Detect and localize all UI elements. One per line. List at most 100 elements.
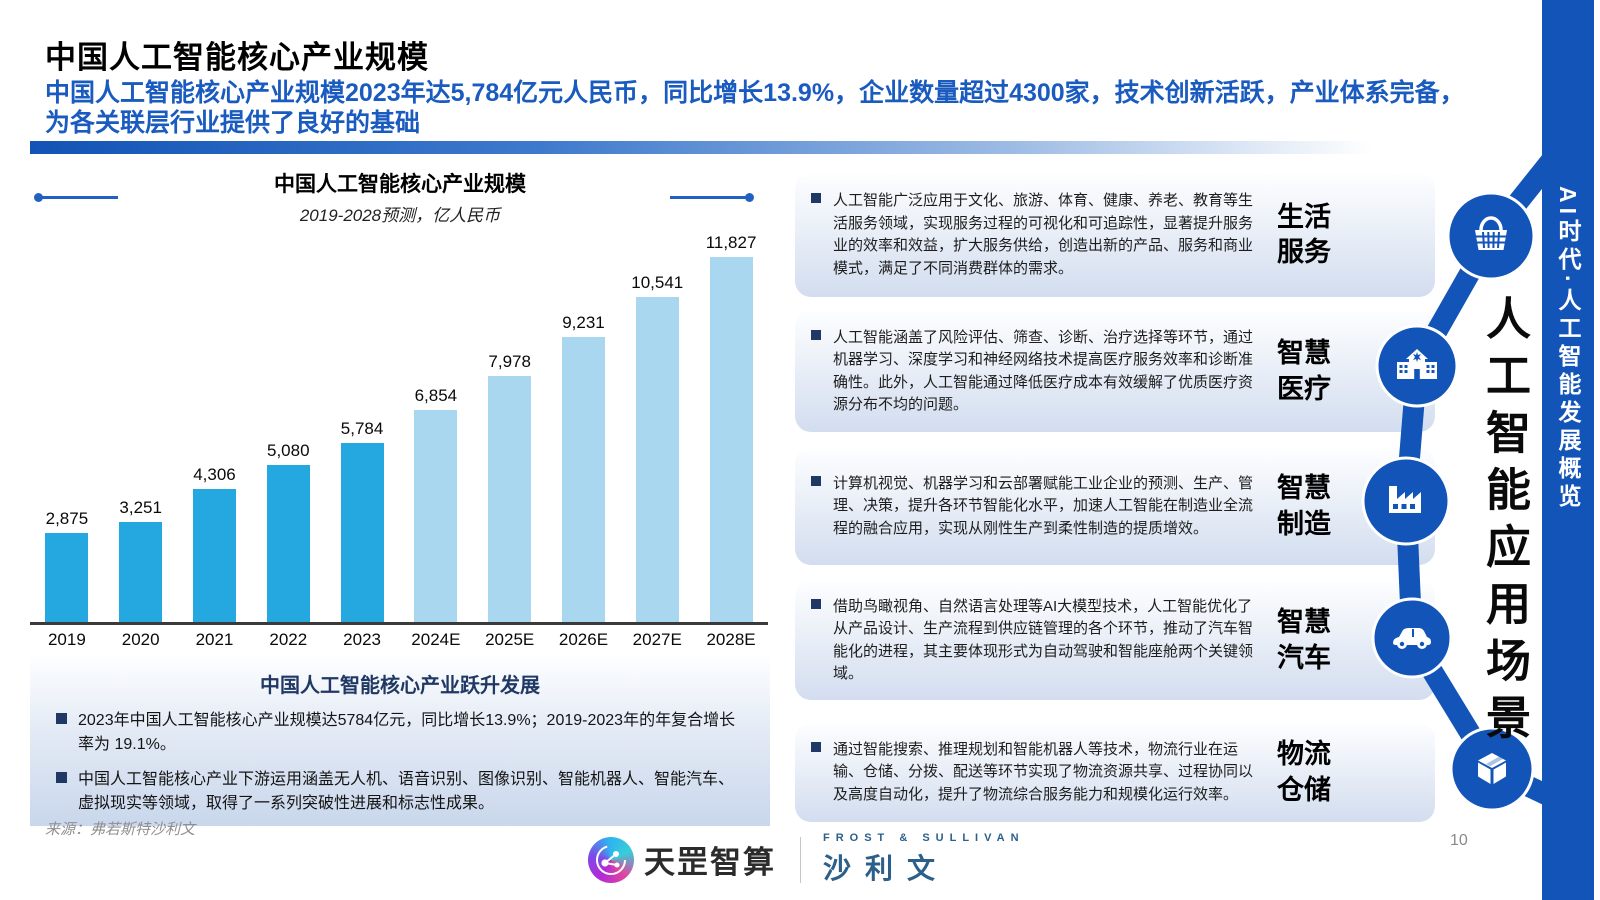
frost-cn-text: 沙利文 <box>823 853 950 884</box>
header-divider <box>30 141 1475 154</box>
app-block: 人工智能广泛应用于文化、旅游、体育、健康、养老、教育等生活服务领域，实现服务过程… <box>795 173 1435 297</box>
flourish-dot-icon <box>34 193 43 202</box>
bullet-square-icon <box>811 329 821 340</box>
app-block-text: 人工智能涵盖了风险评估、筛查、诊断、治疗选择等环节，通过机器学习、深度学习和神经… <box>833 328 1254 414</box>
bar <box>266 465 310 622</box>
app-block: 人工智能涵盖了风险评估、筛查、诊断、治疗选择等环节，通过机器学习、深度学习和神经… <box>795 311 1435 432</box>
flourish-line <box>670 196 748 199</box>
highlight-bullet-text: 2023年中国人工智能核心产业规模达5784亿元，同比增长13.9%；2019-… <box>78 712 736 753</box>
bar-value-label: 2,875 <box>45 509 89 528</box>
app-block: 通过智能搜索、推理规划和智能机器人等技术，物流行业在运输、仓储、分拨、配送等环节… <box>795 723 1435 822</box>
year-label: 2026E <box>558 630 609 649</box>
page-subtitle: 中国人工智能核心产业规模2023年达5,784亿元人民币，同比增长13.9%，企… <box>45 79 1465 137</box>
bar <box>340 443 384 622</box>
vertical-title: 人工智能应用场景 <box>1479 295 1530 751</box>
app-block-text: 借助鸟瞰视角、自然语言处理等AI大模型技术，人工智能优化了从产品设计、生产流程到… <box>833 597 1254 683</box>
app-block-text: 通过智能搜索、推理规划和智能机器人等技术，物流行业在运输、仓储、分拨、配送等环节… <box>833 740 1254 803</box>
title-flourish-left <box>34 193 124 202</box>
bar-slot: 6,854 <box>404 386 468 622</box>
app-block-label: 智慧汽车 <box>1277 607 1331 673</box>
x-axis-labels: 2019 2020 2021 2022 2023 2024E 2025E 2026E 2027E… <box>30 630 768 650</box>
scenario-node-logistics <box>1449 726 1535 812</box>
bullet-square-icon <box>811 475 821 486</box>
bar-value-label: 11,827 <box>705 233 757 252</box>
scenario-node-medical <box>1375 324 1459 408</box>
scenario-path <box>1361 0 1594 900</box>
bar-slot: 11,827 <box>699 233 763 622</box>
footer-logos: 天罡智算 FROST & SULLIVAN 沙利文 <box>588 832 1025 887</box>
app-block-label: 智慧制造 <box>1277 473 1331 539</box>
bar-value-label: 10,541 <box>631 273 684 292</box>
page-number: 10 <box>1450 832 1468 849</box>
bar-value-label: 5,784 <box>340 419 384 438</box>
source-note: 来源：弗若斯特沙利文 <box>45 821 196 838</box>
year-label: 2025E <box>485 630 535 649</box>
highlight-bullet-text: 中国人工智能核心产业下游运用涵盖无人机、语音识别、图像识别、智能机器人、智能汽车… <box>78 771 735 812</box>
bar-value-label: 4,306 <box>193 465 236 484</box>
app-block: 计算机视觉、机器学习和云部署赋能工业企业的预测、生产、管理、决策，提升各环节智能… <box>795 448 1435 565</box>
app-block: 借助鸟瞰视角、自然语言处理等AI大模型技术，人工智能优化了从产品设计、生产流程到… <box>795 581 1435 700</box>
scenario-node-life <box>1446 191 1536 281</box>
bar-value-label: 5,080 <box>267 441 310 460</box>
year-label: 2028E <box>706 630 756 649</box>
bar-slot: 10,541 <box>625 273 689 622</box>
app-block-text: 人工智能广泛应用于文化、旅游、体育、健康、养老、教育等生活服务领域，实现服务过程… <box>833 192 1254 277</box>
bar <box>561 337 605 622</box>
bar-slot: 2,875 <box>35 509 99 622</box>
bar-value-label: 6,854 <box>414 386 458 405</box>
bar <box>709 257 753 622</box>
bar <box>414 410 458 622</box>
bar-value-label: 3,251 <box>119 498 162 517</box>
bar-slot: 5,784 <box>330 419 394 622</box>
tiangang-logo-icon <box>588 836 634 883</box>
bar-slot: 3,251 <box>109 498 173 622</box>
title-flourish-right <box>664 193 754 202</box>
year-label: 2023 <box>343 630 381 649</box>
bar-slot: 4,306 <box>182 465 246 622</box>
year-label: 2019 <box>47 630 86 649</box>
year-label: 2027E <box>632 630 682 649</box>
year-label: 2022 <box>269 630 308 649</box>
sidebar-band <box>1542 0 1594 900</box>
bar-chart: 2,875 3,251 4,306 5,080 5,784 6,854 7,978 9,231… <box>30 233 768 625</box>
scenario-node-manufacturing <box>1361 456 1451 546</box>
scenario-node-car <box>1371 597 1453 679</box>
bar <box>119 522 163 622</box>
bullet-square-icon <box>811 598 821 609</box>
logo-divider <box>800 836 801 883</box>
app-block-text: 计算机视觉、机器学习和云部署赋能工业企业的预测、生产、管理、决策，提升各环节智能… <box>833 474 1254 537</box>
app-block-label: 智慧医疗 <box>1277 338 1331 404</box>
highlight-box: 中国人工智能核心产业跃升发展 2023年中国人工智能核心产业规模达5784亿元，… <box>30 656 770 826</box>
highlight-bullet: 2023年中国人工智能核心产业规模达5784亿元，同比增长13.9%；2019-… <box>56 709 748 757</box>
chart-header: 中国人工智能核心产业规模 2019-2028预测，亿人民币 <box>30 168 770 226</box>
flourish-line <box>40 196 118 199</box>
bar <box>192 489 236 622</box>
bullet-square-icon <box>56 713 67 724</box>
frost-sullivan-logo: FROST & SULLIVAN 沙利文 <box>823 832 1025 887</box>
bullet-square-icon <box>56 772 67 783</box>
page-title: 中国人工智能核心产业规模 <box>45 40 429 75</box>
highlight-box-title: 中国人工智能核心产业跃升发展 <box>260 675 540 697</box>
app-block-label: 物流仓储 <box>1277 739 1331 805</box>
sidebar-vertical-label: AI时代·人工智能发展概览 <box>1555 186 1581 512</box>
year-label: 2020 <box>121 630 160 649</box>
app-block-label: 生活服务 <box>1277 201 1331 267</box>
bar-value-label: 7,978 <box>488 352 531 371</box>
flourish-dot-icon <box>745 193 754 202</box>
year-label: 2024E <box>411 630 461 649</box>
bar <box>45 533 89 622</box>
chart-subtitle: 2019-2028预测，亿人民币 <box>299 206 501 225</box>
chart-title: 中国人工智能核心产业规模 <box>274 173 526 196</box>
bar-slot: 5,080 <box>256 441 320 622</box>
frost-wordmark: FROST & SULLIVAN <box>823 832 1025 844</box>
tiangang-logo-text: 天罡智算 <box>644 845 776 880</box>
bar-value-label: 9,231 <box>562 313 605 332</box>
bar <box>488 376 532 622</box>
bullet-square-icon <box>811 741 821 752</box>
bar-slot: 9,231 <box>551 313 615 622</box>
year-label: 2021 <box>195 630 234 649</box>
highlight-bullet: 中国人工智能核心产业下游运用涵盖无人机、语音识别、图像识别、智能机器人、智能汽车… <box>56 768 748 816</box>
bar-slot: 7,978 <box>478 352 542 622</box>
bar <box>635 297 679 622</box>
